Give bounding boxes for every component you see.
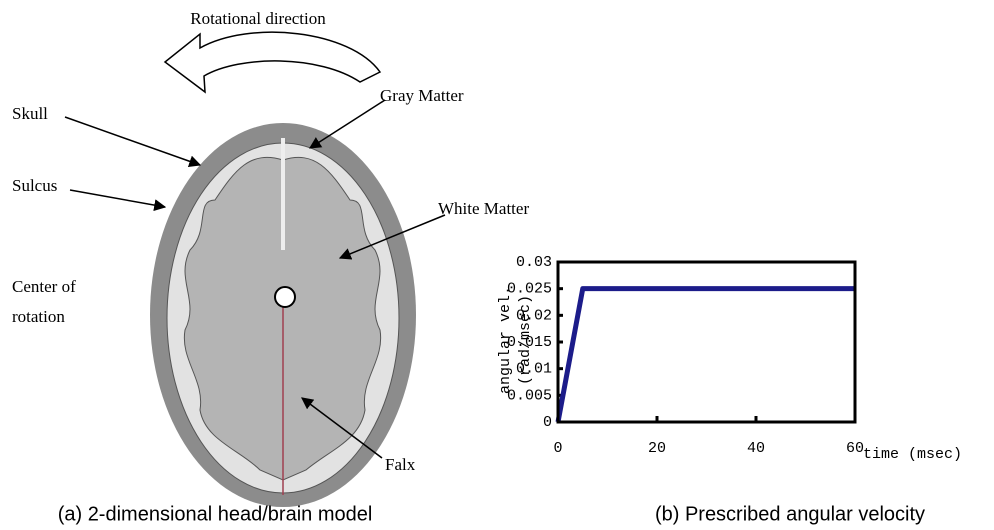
pointer [69,189,167,212]
y-tick-label: 0.01 [516,361,552,378]
y-axis-label: angular vel. [497,286,514,394]
y-tick-label: 0.02 [516,307,552,324]
y-axis-label: (rad/msec) [517,295,534,385]
x-tick-label: 0 [553,440,562,457]
caption: (b) Prescribed angular velocity [655,503,925,525]
caption: (a) 2-dimensional head/brain model [58,503,373,525]
direction-label: Rotational direction [190,9,326,28]
y-tick-label: 0.03 [516,254,552,271]
y-tick-label: 0.005 [507,387,552,404]
x-tick-label: 40 [747,440,765,457]
y-tick-label: 0.025 [507,281,552,298]
pointer [301,397,383,459]
center-label: Center of [12,277,76,296]
center-of-rotation [274,286,296,308]
x-tick-label: 60 [846,440,864,457]
y-tick-label: 0 [543,414,552,431]
gray-matter-label: Gray Matter [380,86,464,105]
y-tick-label: 0.015 [507,334,552,351]
pointer [308,99,386,149]
white-matter-label: White Matter [438,199,529,218]
x-axis-label: time (msec) [863,446,962,463]
line [555,286,855,423]
pointer [338,214,446,260]
pointer [64,116,202,168]
sulcus-label: Sulcus [12,176,57,195]
rotation-arrow [163,31,382,94]
plot-frame [556,260,857,424]
pointers [64,99,446,459]
falx-label: Falx [385,455,416,474]
center-label: rotation [12,307,65,326]
x-tick-label: 20 [648,440,666,457]
head-model: Rotational direction Skull Gray Matter S… [12,9,529,507]
skull-label: Skull [12,104,48,123]
